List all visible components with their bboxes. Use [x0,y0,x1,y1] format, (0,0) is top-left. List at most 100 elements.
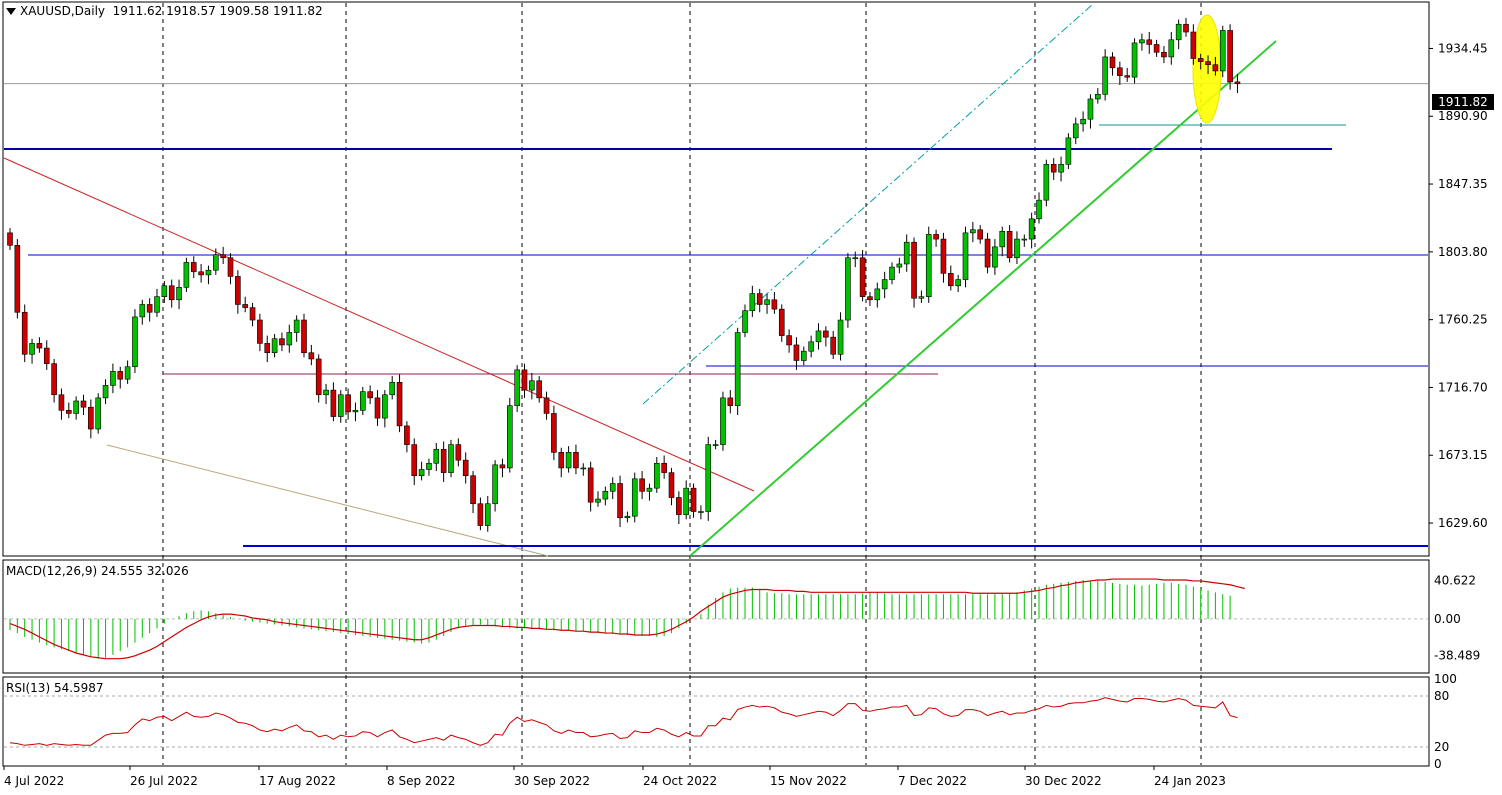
candle [800,346,807,366]
candle [911,237,917,308]
candle-body [690,487,697,512]
candle [323,383,329,405]
candle [382,390,388,428]
candle-body [1139,39,1145,44]
candle [690,483,697,518]
candle [308,344,315,366]
candle-body [176,287,182,301]
macd-series [9,578,1245,660]
candle [514,365,520,412]
candle [631,472,638,523]
candle [499,458,506,478]
candle [367,385,373,405]
y-tick-label: 1629.60 [1438,516,1488,530]
y-tick-label: 1803.80 [1438,245,1488,259]
candle [154,288,160,317]
candle [58,388,65,420]
candle-body [1197,58,1204,62]
candle-body [323,389,329,396]
candle [536,376,543,403]
candle [925,226,932,303]
candle-body [227,257,234,277]
candle [529,372,535,400]
candle-body [536,380,543,399]
candle-body [88,406,94,430]
candle-body [903,241,910,265]
collapse-triangle-icon[interactable] [6,8,16,15]
rsi-tick-label: 80 [1434,689,1449,703]
candle [1117,61,1123,85]
candle-body [220,254,226,259]
candle [903,234,910,272]
downtrend-line [3,157,755,492]
candle [271,334,278,358]
x-tick-label: 24 Oct 2022 [643,774,717,788]
candle-body [514,369,520,406]
candle-body [242,304,248,308]
x-tick-label: 26 Jul 2022 [130,774,198,788]
candle [396,374,403,433]
candle-body [95,397,101,430]
candle [418,461,425,481]
candle [940,232,947,283]
candle-body [315,358,322,396]
current-price-text: 1911.82 [1438,95,1488,109]
candle-body [1095,93,1101,100]
candle [1080,111,1086,132]
candle-body [506,405,513,469]
macd-label: MACD(12,26,9) 24.555 32.026 [6,564,189,578]
candle-body [896,263,903,268]
candle-body [720,397,726,445]
candle [1109,52,1116,76]
x-tick-label: 15 Nov 2022 [770,774,847,788]
candle [492,460,498,512]
candle-body [639,478,645,492]
candle [124,360,131,384]
candle-body [1028,218,1035,240]
candle [742,304,748,338]
candle-body [345,394,351,413]
candle [95,393,101,434]
candle [558,447,565,478]
candle-body [73,400,79,414]
candle [51,358,57,403]
candle [1124,67,1130,82]
candle-body [889,266,895,280]
candle [455,438,462,467]
candle [764,293,770,314]
candle-body [955,279,961,287]
candle [227,253,234,285]
candle-body [565,452,572,469]
candle-body [21,311,28,355]
candle-body [440,448,447,473]
candle [506,397,513,473]
candle-body [411,444,418,477]
candle [595,491,601,507]
candle-body [484,503,491,526]
candle [1139,33,1145,51]
candle-body [43,347,50,364]
candle [1050,158,1057,180]
candle-body [492,464,498,505]
candle-body [587,467,594,503]
candle [830,330,837,359]
candle [565,446,572,473]
candle-body [1117,67,1123,76]
candle-body [609,483,616,492]
candle [88,399,94,439]
y-tick-label: 1716.70 [1438,380,1488,394]
candle [955,274,961,293]
candle [477,497,484,531]
candle-body [1190,31,1197,59]
candle [286,324,293,353]
candle-body [330,389,337,417]
candle [771,292,778,314]
candle [426,458,432,476]
candle [999,226,1006,257]
chart-header: XAUUSD,Daily 1911.62 1918.57 1909.58 191… [6,4,323,18]
candle [1190,24,1197,65]
candle-body [683,487,690,515]
candle [727,390,734,414]
candle-body [617,483,623,519]
